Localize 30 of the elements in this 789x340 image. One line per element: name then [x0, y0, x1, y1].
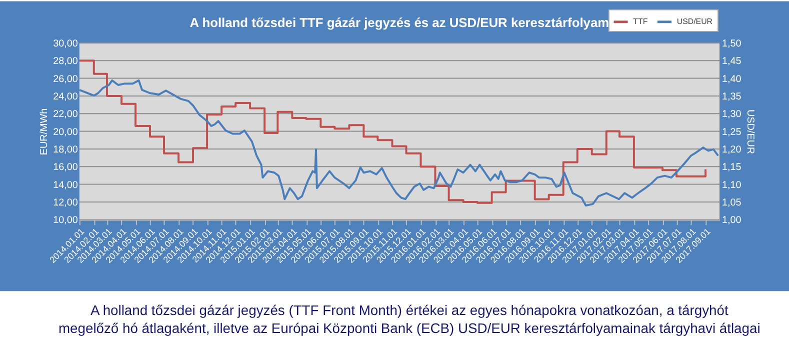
y-axis-title: EUR/MWh	[39, 108, 50, 156]
y2-tick-label: 1,40	[722, 74, 742, 85]
y-tick-label: 10,00	[53, 215, 78, 226]
y2-tick-label: 1,10	[722, 180, 742, 191]
text: megelőző hó átlagaként, illetve az Európai Központi Bank (ECB) USD/EUR keresztárfolyamainak tárgyhavi átlagai	[58, 320, 760, 336]
y2-tick-label: 1,15	[722, 162, 742, 174]
y-tick-label: 24,00	[53, 91, 78, 102]
y2-tick-label: 1,00	[722, 215, 742, 226]
y2-tick-label: 1,25	[722, 126, 742, 138]
y2-tick-label: 1,20	[722, 144, 742, 156]
y2-tick-label: 1,05	[722, 197, 742, 208]
y-tick-label: 12,00	[53, 197, 78, 208]
y-tick-label: 16,00	[53, 162, 78, 174]
legend-label: TTF	[633, 16, 648, 26]
y-tick-label: 20,00	[53, 126, 78, 138]
y2-tick-label: 1,30	[722, 109, 742, 120]
y2-tick-label: 1,50	[722, 38, 742, 50]
y2-tick-label: 1,45	[722, 56, 742, 68]
y-tick-label: 18,00	[53, 144, 78, 156]
text: A holland tőzsdei gázár jegyzés (TTF Front Month) értékei az egyes hónapokra vonatkozóan, a tárgyhót	[90, 302, 728, 318]
chart-title: A holland tőzsdei TTF gázár jegyzés és az USD/EUR keresztárfolyam	[190, 15, 610, 30]
y-tick-label: 22,00	[53, 109, 78, 120]
y-tick-label: 14,00	[53, 180, 78, 191]
line-series	[79, 79, 720, 206]
y2-tick-label: 1,35	[722, 91, 742, 102]
y2-axis-title: USD/EUR	[744, 109, 756, 154]
legend-label: USD/EUR	[676, 16, 713, 26]
y-tick-label: 30,00	[53, 38, 78, 50]
y-tick-label: 26,00	[53, 74, 78, 85]
y-tick-label: 28,00	[53, 56, 78, 68]
